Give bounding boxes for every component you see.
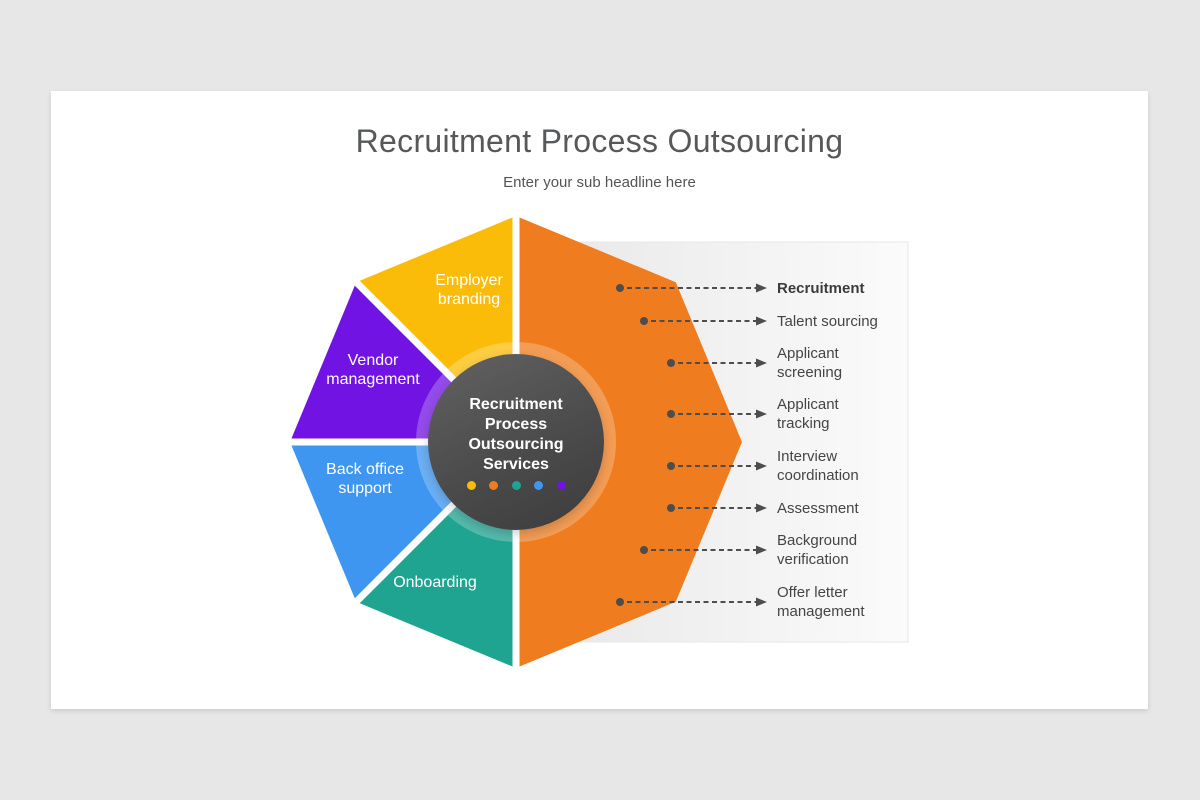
- page-subtitle: Enter your sub headline here: [503, 174, 696, 191]
- hub-label: Recruitment Process Outsourcing Services: [468, 396, 564, 473]
- hub-dot: [466, 481, 476, 490]
- connector-arrows: [616, 283, 767, 607]
- service-item-offer-letter-management: Offer letter management: [777, 584, 865, 620]
- segment-label-vendor-management: Vendor management: [326, 352, 420, 388]
- slice-recruitment-services: [516, 216, 742, 668]
- hub-dots: [466, 481, 566, 490]
- segment-label-back-office-support: Back office support: [326, 461, 404, 497]
- segment-label-employer-branding: Employer branding: [435, 272, 503, 308]
- hub-dot: [556, 481, 566, 490]
- connector-arrow: [640, 545, 767, 555]
- service-item-recruitment: Recruitment: [777, 280, 865, 297]
- connector-arrow: [667, 409, 767, 419]
- service-item-talent-sourcing: Talent sourcing: [777, 313, 878, 330]
- page-title: Recruitment Process Outsourcing: [355, 123, 844, 159]
- hub-circle: Recruitment Process Outsourcing Services: [428, 354, 604, 530]
- connector-arrow: [667, 358, 767, 368]
- connector-arrow: [616, 597, 767, 607]
- hub-dot: [534, 481, 543, 490]
- service-item-applicant-screening: Applicant screening: [777, 345, 843, 381]
- hub-dot: [489, 481, 498, 490]
- service-item-interview-coordination: Interview coordination: [777, 448, 859, 484]
- hub-dot: [511, 481, 521, 490]
- segment-label-onboarding: Onboarding: [393, 574, 477, 591]
- service-item-assessment: Assessment: [777, 500, 859, 517]
- connector-arrow: [667, 461, 767, 471]
- connector-arrow: [640, 316, 767, 326]
- service-item-applicant-tracking: Applicant tracking: [777, 396, 839, 432]
- service-item-background-verification: Background verification: [777, 532, 858, 568]
- connector-arrow: [616, 283, 767, 293]
- connector-arrow: [667, 503, 767, 513]
